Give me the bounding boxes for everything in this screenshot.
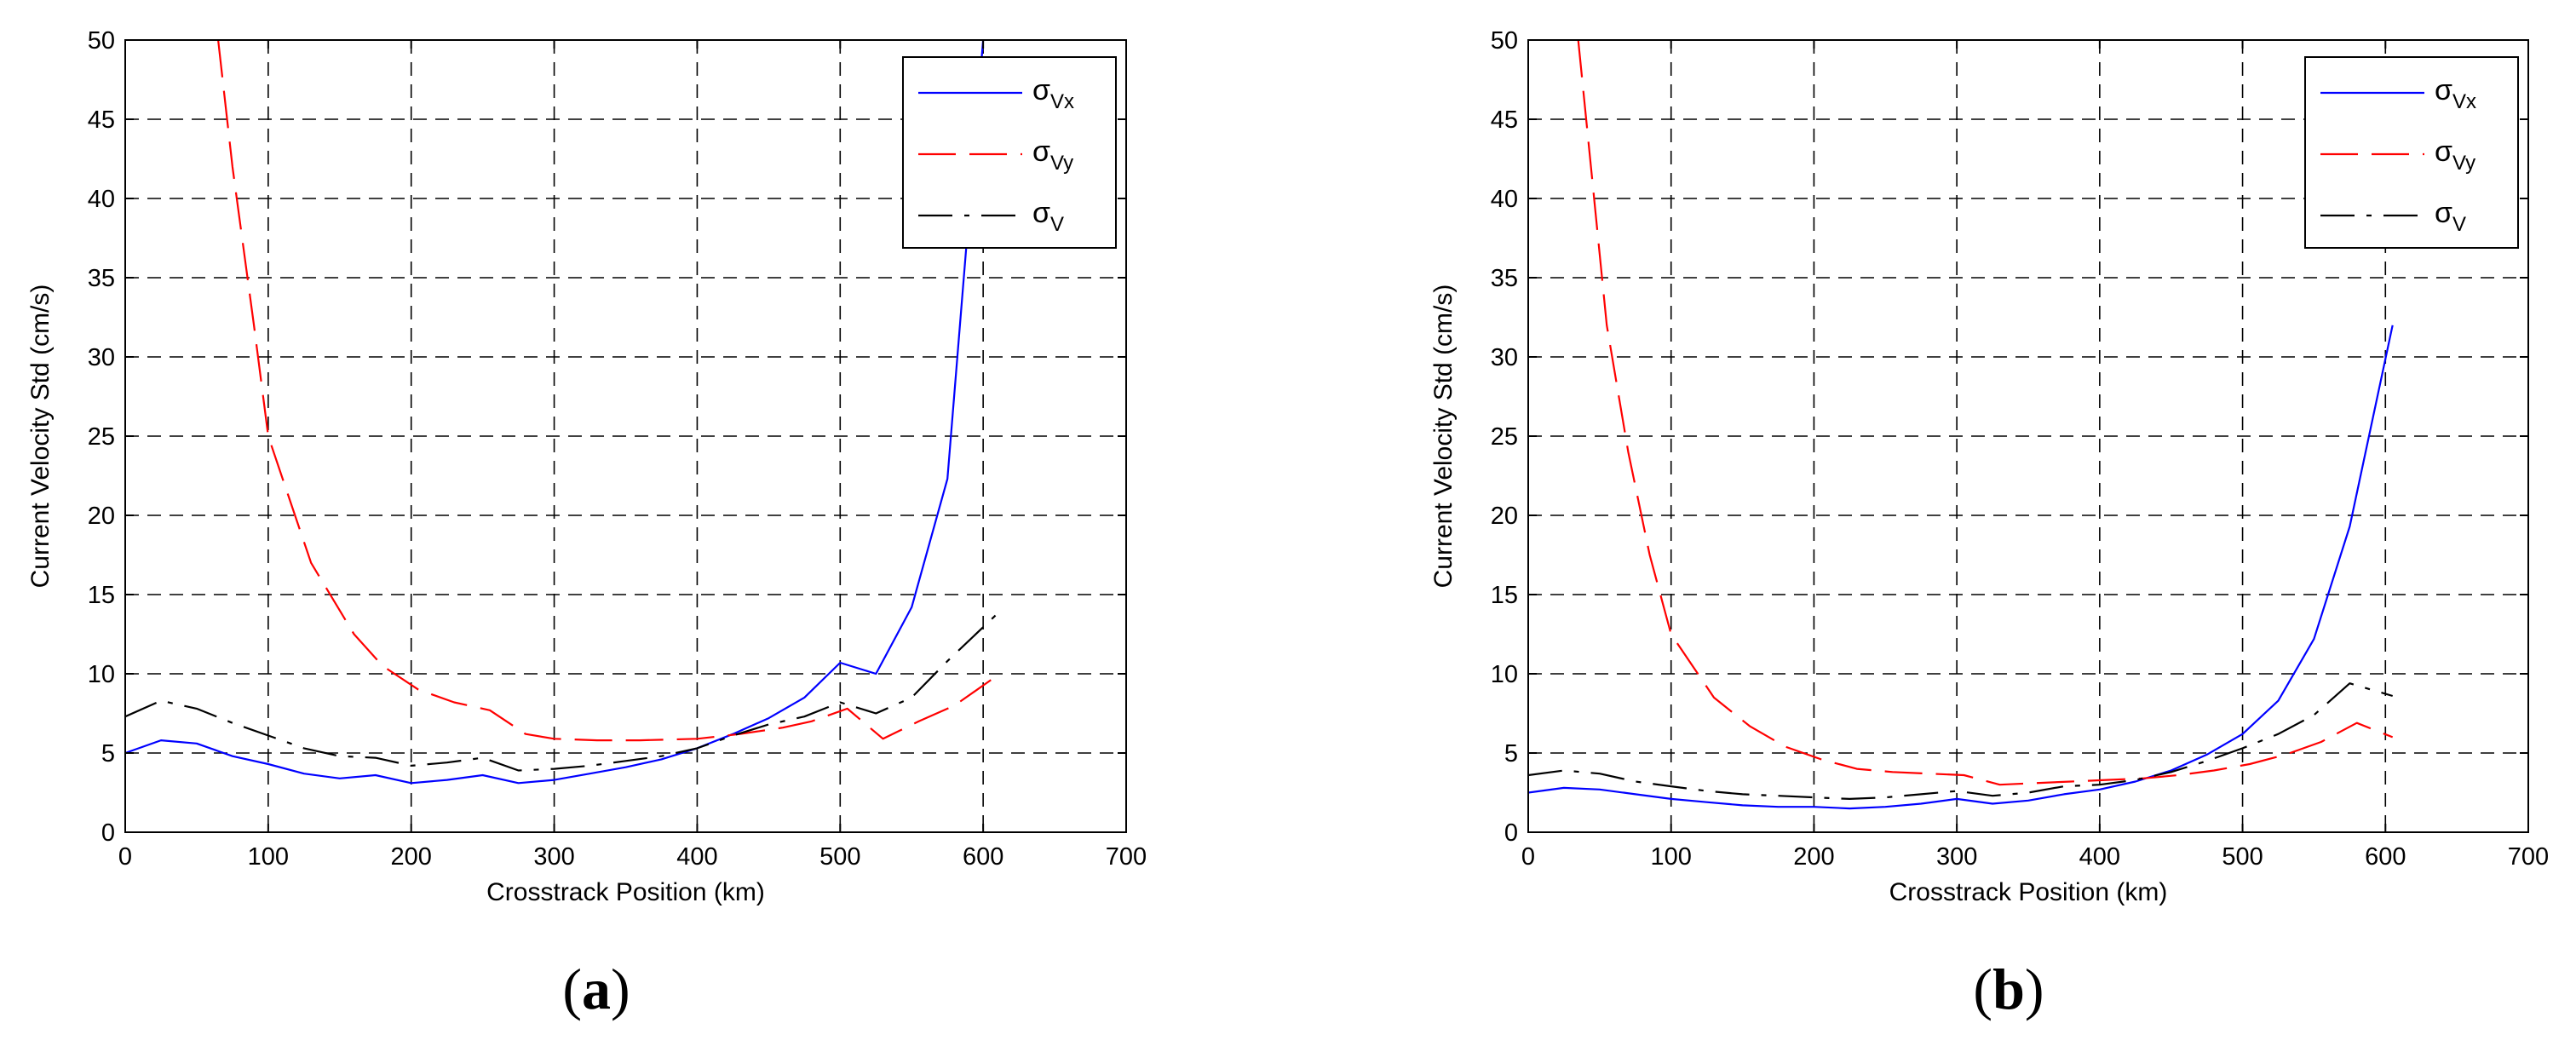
legend-label-vy: σVy — [1032, 135, 1073, 175]
x-tick-label: 700 — [1106, 843, 1147, 871]
legend-label-vx: σVx — [1032, 74, 1074, 113]
x-tick-label: 400 — [676, 843, 717, 871]
y-tick-label: 35 — [88, 265, 115, 292]
series-line-v — [1528, 682, 2394, 801]
series-line-vx — [1528, 325, 2394, 810]
chart-panel-a: 0 100 200 300 400 500 600 700 0 5 10 15 20 25 30 35 40 45… — [26, 27, 1147, 906]
series-line-vy — [1577, 40, 2394, 786]
panel-label-a: (a) — [511, 956, 681, 1023]
legend: σVx σVy σV — [2304, 56, 2519, 249]
y-tick-label: 25 — [1491, 423, 1518, 451]
x-axis-label: Crosstrack Position (km) — [486, 878, 765, 906]
series-group — [125, 40, 998, 785]
x-tick-label: 300 — [1936, 843, 1977, 871]
x-tick-label: 400 — [2079, 843, 2120, 871]
series-line-vy — [217, 40, 998, 742]
x-tick-label: 500 — [2222, 843, 2263, 871]
y-tick-label: 15 — [88, 582, 115, 609]
series-group — [1528, 40, 2394, 810]
y-tick-label: 10 — [1491, 661, 1518, 688]
y-tick-label: 40 — [88, 186, 115, 213]
x-axis-label: Crosstrack Position (km) — [1889, 878, 2168, 906]
x-tick-label: 600 — [2365, 843, 2406, 871]
x-tick-label: 500 — [819, 843, 860, 871]
x-tick-label: 700 — [2508, 843, 2549, 871]
y-tick-label: 35 — [1491, 265, 1518, 292]
panel-label-b-text: (b) — [1973, 957, 2044, 1021]
y-tick-label: 45 — [1491, 106, 1518, 134]
chart-panel-b: 0 100 200 300 400 500 600 700 0 5 10 15 20 25 30 35 40 45… — [1429, 27, 2549, 906]
y-tick-label: 20 — [1491, 503, 1518, 530]
legend: σVx σVy σV — [902, 56, 1117, 249]
legend-label-v: σV — [1032, 197, 1064, 236]
x-tick-label: 200 — [1793, 843, 1834, 871]
series-line-v — [125, 612, 998, 772]
legend-box — [902, 56, 1117, 249]
x-tick-label: 600 — [963, 843, 1003, 871]
y-tick-label: 5 — [101, 740, 115, 767]
y-tick-label: 20 — [88, 503, 115, 530]
y-tick-label: 0 — [1504, 819, 1518, 847]
y-tick-label: 0 — [101, 819, 115, 847]
y-tick-label: 30 — [1491, 344, 1518, 371]
y-tick-label: 30 — [88, 344, 115, 371]
legend-label-v: σV — [2435, 197, 2466, 236]
legend-label-vy: σVy — [2435, 135, 2475, 175]
y-tick-label: 15 — [1491, 582, 1518, 609]
y-tick-label: 5 — [1504, 740, 1518, 767]
x-tick-label: 0 — [118, 843, 132, 871]
y-tick-label: 50 — [1491, 27, 1518, 55]
x-tick-label: 300 — [533, 843, 574, 871]
x-tick-label: 0 — [1521, 843, 1535, 871]
panel-label-a-text: (a) — [562, 957, 630, 1021]
y-tick-label: 50 — [88, 27, 115, 55]
y-axis-label: Current Velocity Std (cm/s) — [26, 285, 55, 589]
y-tick-label: 25 — [88, 423, 115, 451]
legend-label-vx: σVx — [2435, 74, 2476, 113]
series-line-vx — [125, 40, 985, 785]
y-tick-label: 45 — [88, 106, 115, 134]
x-tick-label: 100 — [1651, 843, 1692, 871]
y-tick-label: 10 — [88, 661, 115, 688]
x-tick-label: 200 — [391, 843, 432, 871]
legend-box — [2304, 56, 2519, 249]
panel-label-b: (b) — [1923, 956, 2094, 1023]
y-axis-label: Current Velocity Std (cm/s) — [1429, 285, 1458, 589]
x-tick-label: 100 — [248, 843, 289, 871]
y-tick-label: 40 — [1491, 186, 1518, 213]
